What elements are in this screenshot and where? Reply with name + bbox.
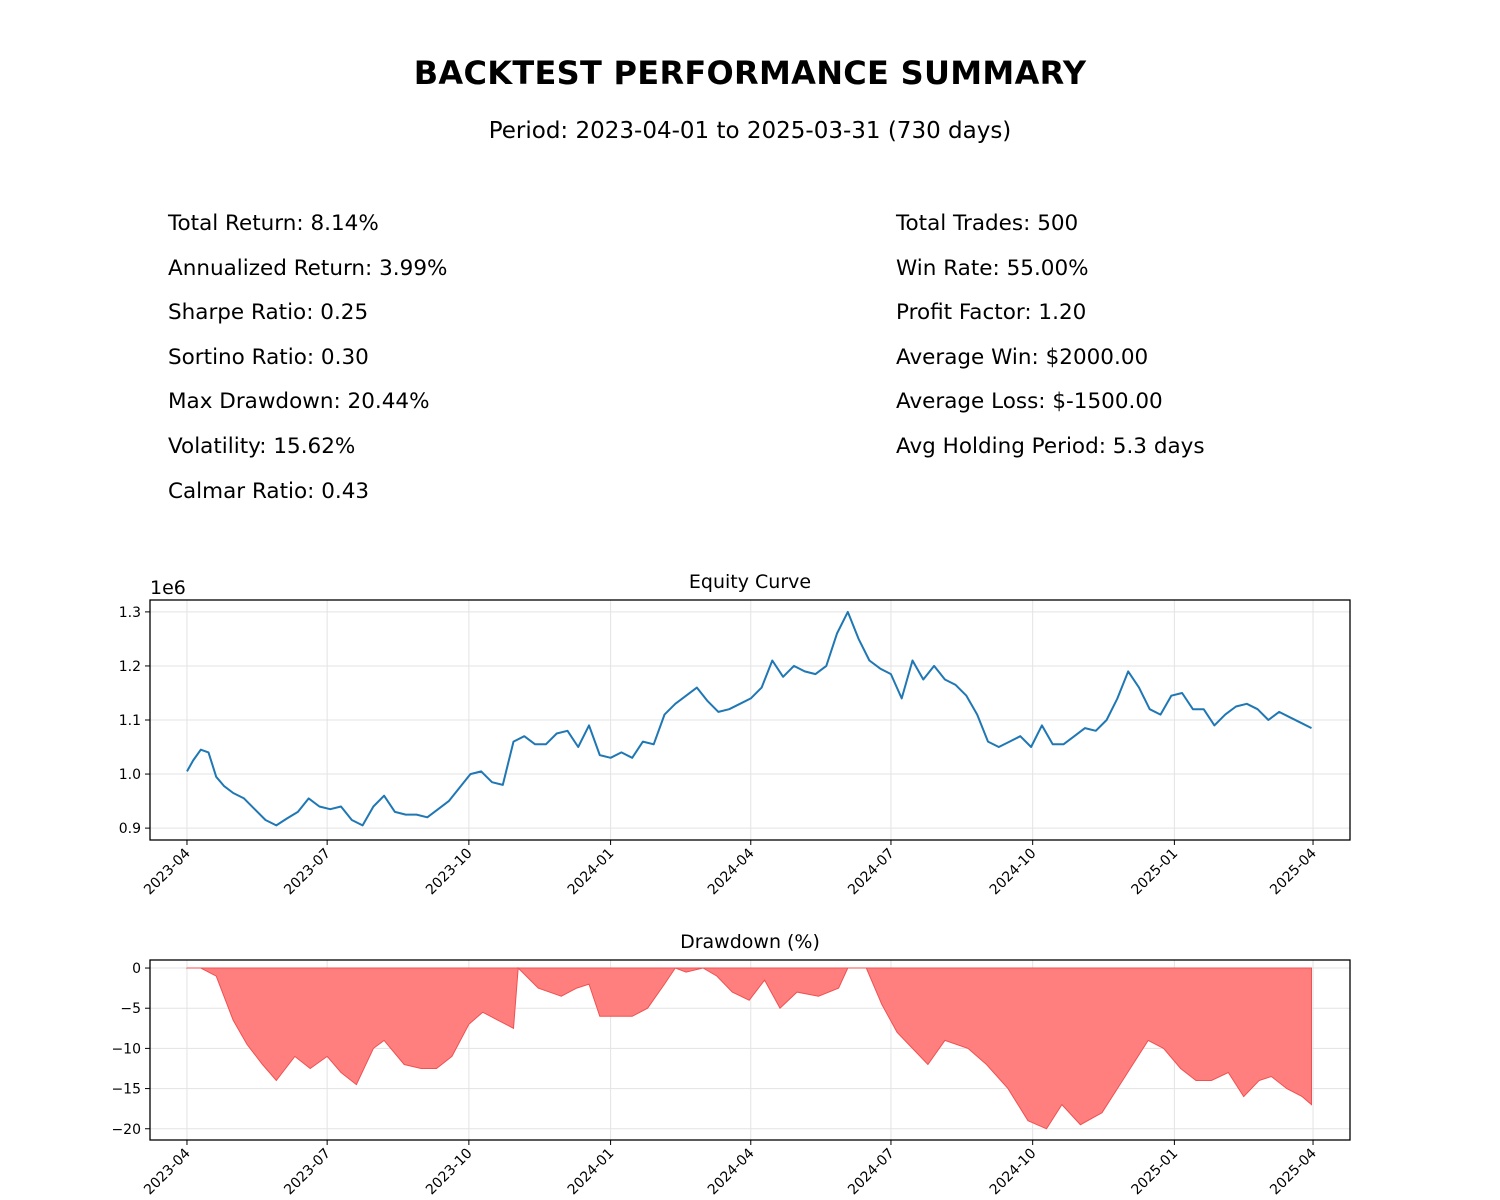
drawdown-x-tick-label: 2023-04 xyxy=(141,1145,194,1198)
equity-x-tick-label: 2024-04 xyxy=(705,845,758,898)
equity-y-tick-label: 0.9 xyxy=(119,821,141,837)
equity-y-tick-label: 1.3 xyxy=(119,605,141,621)
drawdown-x-tick-label: 2024-07 xyxy=(845,1146,898,1199)
equity-x-tick-label: 2024-10 xyxy=(987,846,1040,899)
page-title: BACKTEST PERFORMANCE SUMMARY xyxy=(413,54,1087,92)
equity-x-tick-label: 2024-01 xyxy=(565,846,618,899)
drawdown-y-tick-label: −5 xyxy=(120,1001,141,1017)
metrics-right-column: Total Trades: 500 Win Rate: 55.00% Profi… xyxy=(896,208,1205,476)
metric-total-return: Total Return: 8.14% xyxy=(168,211,379,236)
equity-y-tick-label: 1.2 xyxy=(119,659,141,675)
y-axis-offset-label: 1e6 xyxy=(150,577,186,599)
equity-x-tick-label: 2023-10 xyxy=(423,846,476,899)
metric-avg-holding-period: Avg Holding Period: 5.3 days xyxy=(896,433,1205,459)
equity-x-tick-label: 2023-07 xyxy=(281,846,334,899)
drawdown-x-tick-label: 2025-04 xyxy=(1267,1145,1320,1198)
equity-axes-frame xyxy=(149,599,1351,841)
drawdown-x-tick-label: 2023-10 xyxy=(423,1146,476,1199)
drawdown-x-tick-label: 2023-07 xyxy=(281,1146,334,1199)
drawdown-x-tick-label: 2024-10 xyxy=(987,1146,1040,1199)
metrics-left-column: Total Return: 8.14% Annualized Return: 3… xyxy=(168,208,447,520)
drawdown-chart: 2023-04 2023-07 2023-10 2024-01 2024-04 2024-… xyxy=(111,931,1351,1199)
metric-total-trades: Total Trades: 500 xyxy=(896,211,1079,236)
equity-x-tick-label: 2025-04 xyxy=(1267,845,1320,898)
equity-y-tick-label: 1.0 xyxy=(119,767,141,783)
metric-sharpe-ratio: Sharpe Ratio: 0.25 xyxy=(168,300,369,326)
metric-average-loss: Average Loss: $-1500.00 xyxy=(896,389,1163,415)
equity-chart-title: Equity Curve xyxy=(689,571,811,593)
metric-profit-factor: Profit Factor: 1.20 xyxy=(896,300,1087,326)
drawdown-x-tick-label: 2025-01 xyxy=(1129,1146,1182,1199)
equity-x-tick-label: 2023-04 xyxy=(141,845,194,898)
equity-y-tick-label: 1.1 xyxy=(119,713,141,729)
drawdown-y-tick-label: 0 xyxy=(132,961,141,977)
period-subtitle: Period: 2023-04-01 to 2025-03-31 (730 da… xyxy=(488,118,1012,144)
drawdown-chart-title: Drawdown (%) xyxy=(680,931,820,953)
metric-average-win: Average Win: $2000.00 xyxy=(896,344,1149,370)
drawdown-y-tick-label: −20 xyxy=(111,1122,141,1138)
equity-x-tick-label: 2024-07 xyxy=(845,846,898,899)
metric-volatility: Volatility: 15.62% xyxy=(168,433,356,459)
metric-annualized-return: Annualized Return: 3.99% xyxy=(168,255,448,281)
drawdown-y-tick-label: −10 xyxy=(111,1041,141,1057)
metric-max-drawdown: Max Drawdown: 20.44% xyxy=(168,389,430,415)
drawdown-x-tick-label: 2024-04 xyxy=(705,1145,758,1198)
equity-chart: 2023-04 2023-07 2023-10 2024-01 2024-04 2024-… xyxy=(119,571,1351,899)
drawdown-axes-frame xyxy=(149,959,1351,1141)
equity-x-tick-label: 2025-01 xyxy=(1129,846,1182,899)
drawdown-y-tick-label: −15 xyxy=(111,1082,141,1098)
metric-sortino-ratio: Sortino Ratio: 0.30 xyxy=(168,344,369,370)
drawdown-area xyxy=(185,966,1313,1130)
metric-calmar-ratio: Calmar Ratio: 0.43 xyxy=(168,478,370,504)
metric-win-rate: Win Rate: 55.00% xyxy=(896,255,1089,281)
equity-line xyxy=(186,610,1312,827)
drawdown-x-tick-label: 2024-01 xyxy=(565,1146,618,1199)
